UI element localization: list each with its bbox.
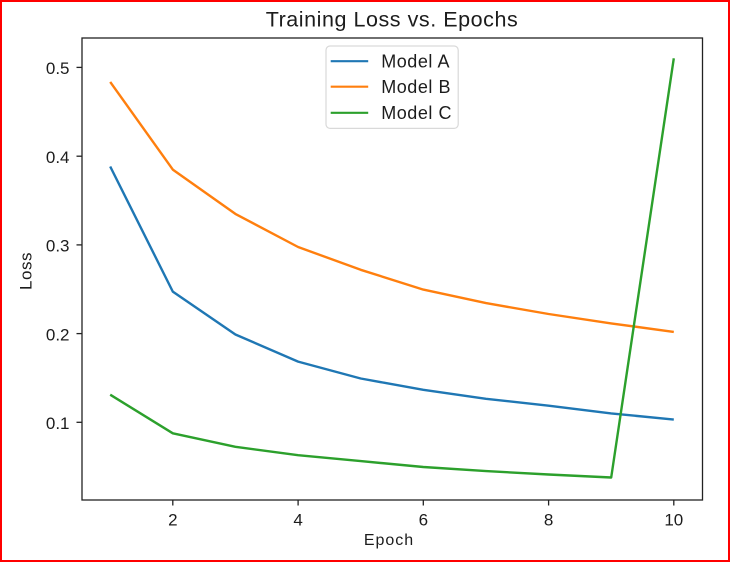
svg-text:0.1: 0.1 bbox=[46, 414, 70, 433]
svg-text:10: 10 bbox=[664, 510, 683, 529]
svg-text:0.4: 0.4 bbox=[46, 148, 70, 167]
svg-text:Epoch: Epoch bbox=[364, 532, 414, 549]
svg-text:Model B: Model B bbox=[381, 77, 451, 97]
svg-text:6: 6 bbox=[419, 510, 428, 529]
svg-text:Training Loss vs. Epochs: Training Loss vs. Epochs bbox=[266, 8, 519, 32]
svg-text:0.2: 0.2 bbox=[46, 325, 70, 344]
svg-text:Loss: Loss bbox=[17, 252, 36, 290]
svg-text:0.5: 0.5 bbox=[46, 59, 70, 78]
svg-text:Model A: Model A bbox=[381, 51, 450, 71]
svg-text:2: 2 bbox=[168, 510, 177, 529]
svg-text:4: 4 bbox=[293, 510, 302, 529]
svg-text:Model C: Model C bbox=[381, 103, 452, 123]
svg-text:8: 8 bbox=[544, 510, 553, 529]
svg-text:0.3: 0.3 bbox=[46, 237, 70, 256]
